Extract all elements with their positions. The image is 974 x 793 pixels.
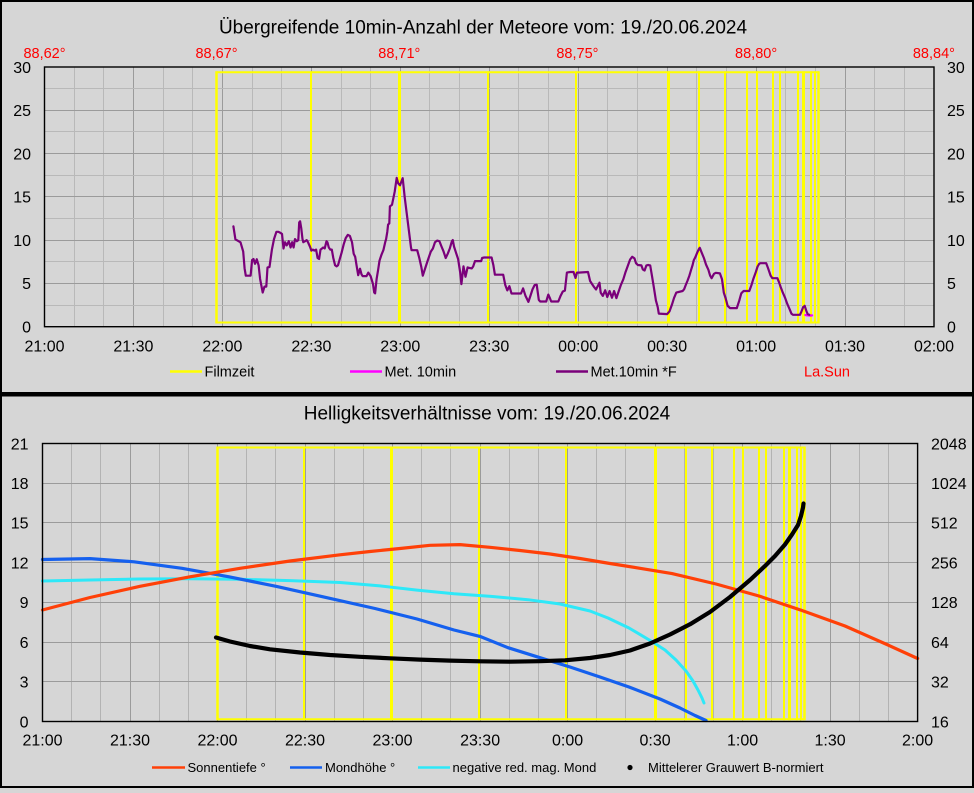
svg-text:20: 20 [13, 146, 31, 163]
svg-text:Mittelerer Grauwert B-normiert: Mittelerer Grauwert B-normiert [648, 760, 824, 775]
svg-text:22:00: 22:00 [202, 339, 242, 356]
svg-text:Übergreifende 10min-Anzahl der: Übergreifende 10min-Anzahl der Meteore v… [219, 18, 748, 39]
svg-text:15: 15 [947, 190, 965, 207]
svg-text:10: 10 [947, 233, 965, 250]
svg-text:88,71°: 88,71° [378, 46, 420, 62]
svg-text:30: 30 [13, 60, 31, 77]
svg-text:00:00: 00:00 [558, 339, 598, 356]
svg-text:20: 20 [947, 146, 965, 163]
svg-text:21:00: 21:00 [22, 733, 62, 750]
svg-text:Filmzeit: Filmzeit [205, 365, 255, 381]
svg-text:12: 12 [11, 555, 29, 572]
svg-text:88,80°: 88,80° [735, 46, 777, 62]
svg-text:128: 128 [931, 595, 958, 612]
svg-text:23:00: 23:00 [372, 733, 412, 750]
svg-text:512: 512 [931, 516, 958, 533]
svg-text:1024: 1024 [931, 476, 967, 493]
svg-text:256: 256 [931, 555, 958, 572]
svg-text:0: 0 [20, 714, 29, 731]
svg-text:0:00: 0:00 [552, 733, 583, 750]
svg-text:01:00: 01:00 [736, 339, 776, 356]
svg-text:23:30: 23:30 [460, 733, 500, 750]
svg-text:01:30: 01:30 [825, 339, 865, 356]
svg-text:15: 15 [13, 190, 31, 207]
svg-text:88,62°: 88,62° [23, 46, 65, 62]
svg-text:0: 0 [947, 320, 956, 337]
svg-text:5: 5 [947, 276, 956, 293]
svg-text:21: 21 [11, 436, 29, 453]
svg-text:9: 9 [20, 595, 29, 612]
svg-text:22:30: 22:30 [291, 339, 331, 356]
svg-text:00:30: 00:30 [647, 339, 687, 356]
svg-text:25: 25 [947, 103, 965, 120]
svg-text:10: 10 [13, 233, 31, 250]
svg-text:2048: 2048 [931, 436, 967, 453]
svg-text:64: 64 [931, 635, 949, 652]
svg-text:22:30: 22:30 [285, 733, 325, 750]
svg-text:88,75°: 88,75° [556, 46, 598, 62]
svg-text:2:00: 2:00 [902, 733, 933, 750]
svg-text:21:30: 21:30 [110, 733, 150, 750]
svg-text:88,67°: 88,67° [195, 46, 237, 62]
svg-text:21:00: 21:00 [24, 339, 64, 356]
svg-text:88,84°: 88,84° [913, 46, 955, 62]
svg-text:22:00: 22:00 [197, 733, 237, 750]
svg-text:1:00: 1:00 [727, 733, 758, 750]
svg-text:23:30: 23:30 [469, 339, 509, 356]
svg-text:32: 32 [931, 675, 949, 692]
svg-text:30: 30 [947, 60, 965, 77]
svg-text:23:00: 23:00 [380, 339, 420, 356]
svg-text:Sonnentiefe °: Sonnentiefe ° [188, 760, 266, 775]
svg-text:25: 25 [13, 103, 31, 120]
svg-text:Met.10min *F: Met.10min *F [591, 365, 677, 381]
svg-text:16: 16 [931, 714, 949, 731]
svg-text:1:30: 1:30 [815, 733, 846, 750]
svg-text:La.Sun: La.Sun [804, 365, 850, 381]
svg-text:0: 0 [22, 320, 31, 337]
svg-text:21:30: 21:30 [113, 339, 153, 356]
svg-text:Met. 10min: Met. 10min [385, 365, 457, 381]
svg-text:18: 18 [11, 476, 29, 493]
svg-text:15: 15 [11, 516, 29, 533]
svg-text:Mondhöhe °: Mondhöhe ° [325, 760, 395, 775]
svg-text:0:30: 0:30 [640, 733, 671, 750]
svg-text:Helligkeitsverhältnisse vom: 1: Helligkeitsverhältnisse vom: 19./20.06.2… [304, 404, 671, 425]
svg-text:02:00: 02:00 [914, 339, 954, 356]
svg-text:6: 6 [20, 635, 29, 652]
svg-text:3: 3 [20, 675, 29, 692]
svg-text:5: 5 [22, 276, 31, 293]
svg-text:negative red. mag. Mond: negative red. mag. Mond [453, 760, 597, 775]
